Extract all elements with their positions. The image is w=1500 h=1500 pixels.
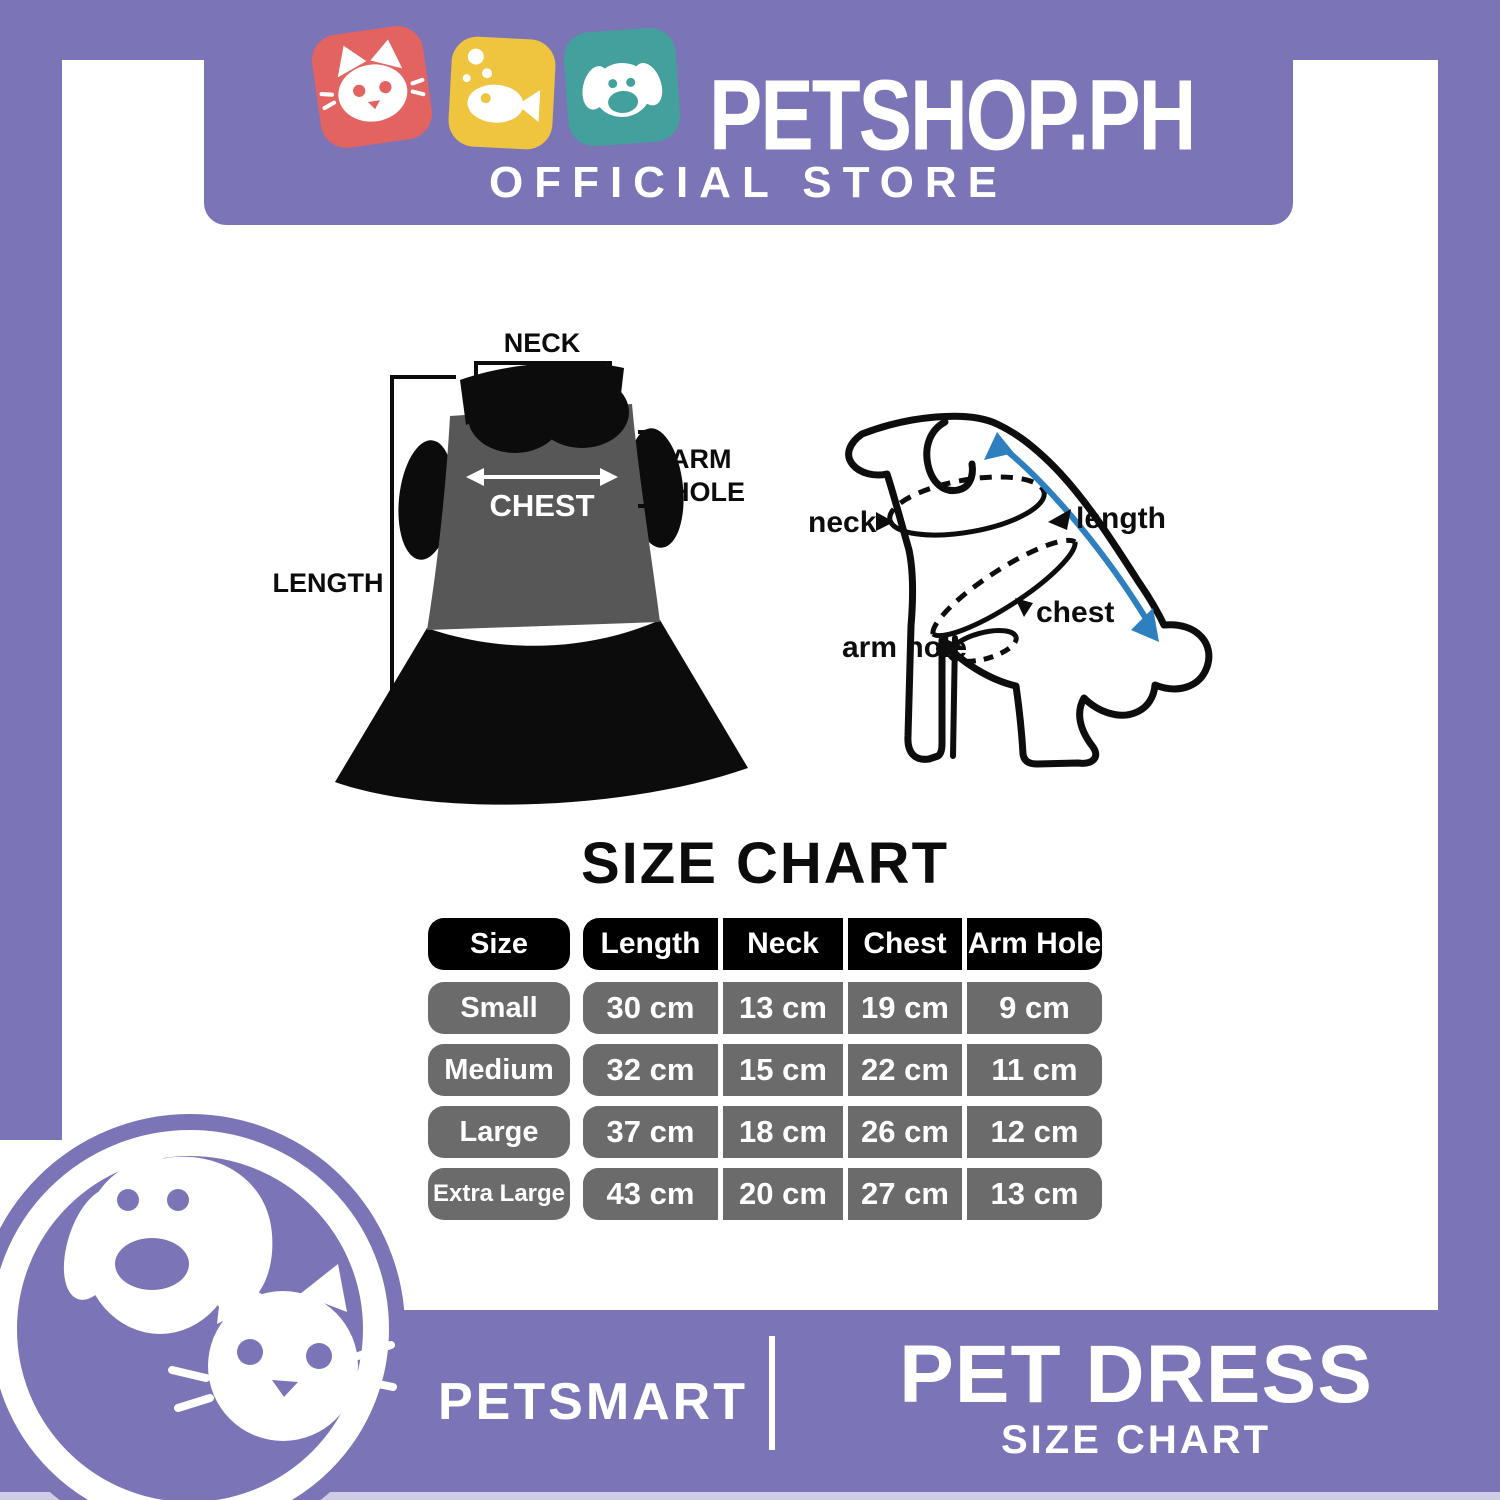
dog-neck-ellipse-dashed: [887, 474, 1047, 521]
footer-divider: [769, 1336, 775, 1450]
cell-neck: 18 cm: [718, 1106, 843, 1158]
neck-label: NECK: [504, 328, 581, 358]
dog-chest-ellipse-solid: [931, 541, 1078, 639]
arm-hole-bracket: [638, 430, 652, 508]
cell-length: 43 cm: [583, 1168, 718, 1220]
table-row-label: Large: [428, 1106, 570, 1158]
dog-icon: [562, 26, 682, 148]
cell-chest: 22 cm: [843, 1044, 962, 1096]
cell-neck: 15 cm: [718, 1044, 843, 1096]
neck-bracket: [474, 361, 612, 377]
dog-armhole-label: arm hole: [842, 631, 967, 664]
frame-right-strip: [1438, 0, 1500, 1500]
dress-measurement-diagram: NECK LENGTH ARM HOLE CHEST: [273, 328, 748, 805]
dog-neck-label: neck: [808, 506, 877, 539]
table-header-length: Length: [600, 927, 701, 960]
length-bracket: [390, 375, 456, 792]
footer-bottom-edge: [0, 1492, 1500, 1500]
cell-neck: 13 cm: [718, 982, 843, 1034]
frame-left-strip: [0, 0, 62, 1140]
table-header-chest: Chest: [843, 918, 962, 970]
table-row-label: Extra Large: [428, 1168, 570, 1220]
table-row-label: Medium: [428, 1044, 570, 1096]
cell-chest: 19 cm: [843, 982, 962, 1034]
cell-armhole: 11 cm: [962, 1044, 1102, 1096]
logo-cat-face: [168, 1264, 397, 1441]
dog-chest-ellipse-dashed: [930, 537, 1077, 635]
footer-brand: PETSMART: [438, 1373, 748, 1431]
table-header-row: Length Neck Chest Arm Hole: [583, 918, 1102, 970]
header-logo-band: PETSHOP.PH OFFICIAL STORE: [204, 0, 1293, 225]
cell-length: 32 cm: [583, 1044, 718, 1096]
chest-label: CHEST: [489, 488, 594, 523]
brand-name: PETSHOP.PH: [709, 59, 1196, 171]
product-subtitle: SIZE CHART: [1001, 1418, 1271, 1462]
dress-bodice: [427, 404, 660, 630]
arm-hole-label-line2: HOLE: [670, 477, 745, 507]
arm-hole-label-line1: ARM: [670, 444, 732, 474]
cell-neck: 20 cm: [718, 1168, 843, 1220]
cell-length: 30 cm: [583, 982, 718, 1034]
cell-chest: 26 cm: [843, 1106, 962, 1158]
dog-length-label: length: [1076, 502, 1166, 535]
brand-subtitle: OFFICIAL STORE: [488, 158, 1009, 207]
cat-icon: [308, 22, 436, 152]
table-row: 32 cm 15 cm 22 cm 11 cm: [583, 1044, 1102, 1096]
cell-armhole: 12 cm: [962, 1106, 1102, 1158]
dog-measurement-diagram: neck length chest arm hole: [808, 412, 1213, 768]
fish-icon: [447, 35, 557, 151]
cell-armhole: 13 cm: [962, 1168, 1102, 1220]
logo-dog-face: [63, 1156, 273, 1334]
table-header-size: Size: [428, 918, 570, 970]
length-label: LENGTH: [273, 568, 384, 598]
dress-skirt: [335, 620, 748, 805]
length-arrow: [1004, 447, 1151, 624]
size-chart-title: SIZE CHART: [581, 831, 949, 896]
dog-chest-label: chest: [1036, 596, 1114, 629]
dog-neck-ellipse-solid: [887, 491, 1047, 538]
table-header-armhole: Arm Hole: [962, 918, 1102, 970]
table-row-label: Small: [428, 982, 570, 1034]
table-header-neck: Neck: [718, 918, 843, 970]
table-row: 37 cm 18 cm 26 cm 12 cm: [583, 1106, 1102, 1158]
cell-length: 37 cm: [583, 1106, 718, 1158]
dress-left-sleeve: [398, 440, 454, 560]
dog-cat-circle-logo: [0, 1114, 405, 1500]
logo-ring: [0, 1130, 389, 1500]
cell-chest: 27 cm: [843, 1168, 962, 1220]
dog-armhole-ellipse-dashed: [947, 636, 1019, 664]
cell-armhole: 9 cm: [962, 982, 1102, 1034]
table-row: 43 cm 20 cm 27 cm 13 cm: [583, 1168, 1102, 1220]
table-row: 30 cm 13 cm 19 cm 9 cm: [583, 982, 1102, 1034]
product-title: PET DRESS: [899, 1329, 1373, 1420]
